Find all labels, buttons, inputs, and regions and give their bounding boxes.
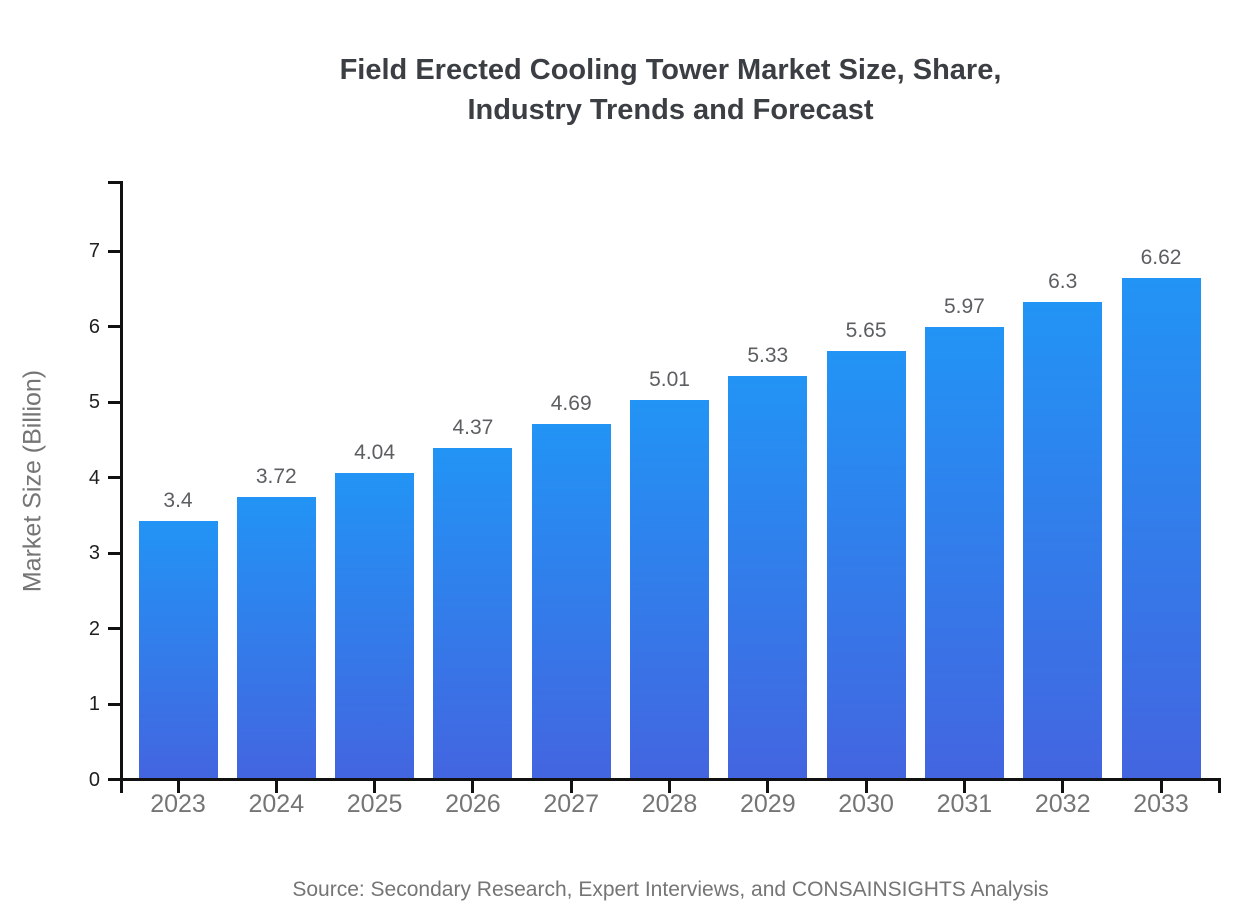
bar-value-label-2023: 3.4	[163, 489, 193, 512]
x-tick-2031	[962, 781, 966, 793]
bar-value-label-2026: 4.37	[452, 416, 494, 439]
y-tick-label-3: 3	[88, 542, 100, 564]
x-axis-label-2031: 2031	[936, 790, 993, 818]
y-tick-label-5: 5	[88, 391, 100, 413]
bar-2031	[924, 327, 1004, 778]
bar-2033	[1121, 278, 1201, 778]
plot-area: 0 1 2 3 4 5 6 7 3.4 2023 3.72 2024 4.04 2025 4.37 2026 4…	[89, 181, 1221, 818]
x-tick-2032	[1061, 781, 1065, 793]
x-axis-label-2023: 2023	[150, 790, 206, 818]
x-tick-2026	[471, 781, 475, 793]
y-axis-top-cap	[108, 181, 120, 184]
x-axis-end-cap	[1218, 778, 1221, 793]
bar-2024	[236, 497, 316, 778]
bar-2023	[138, 521, 218, 778]
x-tick-2025	[373, 781, 377, 793]
y-tick-2	[108, 627, 120, 630]
y-axis-line	[120, 181, 123, 793]
bar-group-2027: 4.69	[531, 392, 611, 778]
bar-value-label-2030: 5.65	[845, 319, 887, 342]
y-tick-4	[108, 476, 120, 479]
x-axis-label-2028: 2028	[641, 790, 698, 818]
x-tick-2028	[668, 781, 671, 793]
bar-group-2031: 5.97	[924, 295, 1004, 778]
bar-value-label-2032: 6.3	[1048, 270, 1078, 293]
bar-2029	[728, 376, 808, 778]
bar-value-label-2027: 4.69	[550, 392, 592, 415]
bar-group-2032: 6.3	[1023, 270, 1103, 778]
bar-group-2025: 4.04	[335, 441, 415, 778]
bar-2030	[826, 351, 906, 778]
x-tick-2024	[274, 781, 278, 793]
x-axis-label-2026: 2026	[445, 790, 501, 818]
x-axis-label-2025: 2025	[346, 790, 403, 818]
x-tick-2027	[569, 781, 573, 793]
bar-group-2033: 6.62	[1121, 246, 1201, 778]
y-tick-0	[108, 778, 120, 781]
x-axis-label-2030: 2030	[838, 790, 894, 818]
bar-value-label-2024: 3.72	[255, 465, 297, 488]
bar-group-2029: 5.33	[728, 344, 808, 778]
x-tick-2023	[176, 781, 180, 793]
bar-value-label-2031: 5.97	[943, 295, 985, 318]
bar-2027	[531, 424, 611, 778]
bar-value-label-2025: 4.04	[354, 441, 396, 464]
x-axis-label-2032: 2032	[1034, 790, 1091, 818]
x-axis-label-2029: 2029	[739, 790, 796, 818]
bar-value-label-2033: 6.62	[1140, 246, 1182, 269]
y-tick-label-4: 4	[88, 466, 100, 489]
y-tick-label-0: 0	[88, 768, 100, 791]
bar-group-2028: 5.01	[630, 368, 709, 778]
y-tick-label-6: 6	[88, 315, 100, 338]
x-axis-label-2027: 2027	[543, 790, 599, 818]
x-tick-2030	[864, 781, 868, 793]
y-tick-1	[108, 702, 120, 706]
bar-2032	[1023, 302, 1103, 778]
y-tick-7	[108, 249, 120, 253]
x-tick-2033	[1159, 781, 1163, 793]
bar-value-label-2028: 5.01	[649, 368, 690, 391]
source-note: Source: Secondary Research, Expert Inter…	[292, 878, 1049, 901]
bar-value-label-2029: 5.33	[747, 344, 789, 367]
y-axis-title: Market Size (Billion)	[18, 369, 47, 593]
y-tick-5	[108, 400, 120, 404]
y-tick-label-2: 2	[88, 617, 100, 640]
bar-2026	[433, 448, 513, 778]
x-axis-label-2024: 2024	[248, 790, 305, 818]
x-tick-2029	[766, 781, 770, 793]
bar-group-2026: 4.37	[433, 416, 513, 778]
bar-2028	[630, 400, 709, 778]
y-tick-3	[108, 551, 120, 555]
x-axis-label-2033: 2033	[1133, 790, 1189, 818]
bar-group-2030: 5.65	[826, 319, 906, 778]
chart-title: Field Erected Cooling Tower Market Size,…	[120, 50, 1221, 130]
chart-title-line-2: Industry Trends and Forecast	[467, 94, 874, 126]
chart-title-line-1: Field Erected Cooling Tower Market Size,…	[339, 54, 1002, 86]
x-axis-line	[108, 778, 1221, 781]
bar-2025	[335, 473, 415, 778]
y-tick-6	[108, 325, 120, 328]
bar-group-2024: 3.72	[236, 465, 316, 778]
y-tick-label-1: 1	[88, 693, 100, 715]
bar-group-2023: 3.4	[138, 489, 218, 778]
y-tick-label-7: 7	[88, 240, 100, 262]
